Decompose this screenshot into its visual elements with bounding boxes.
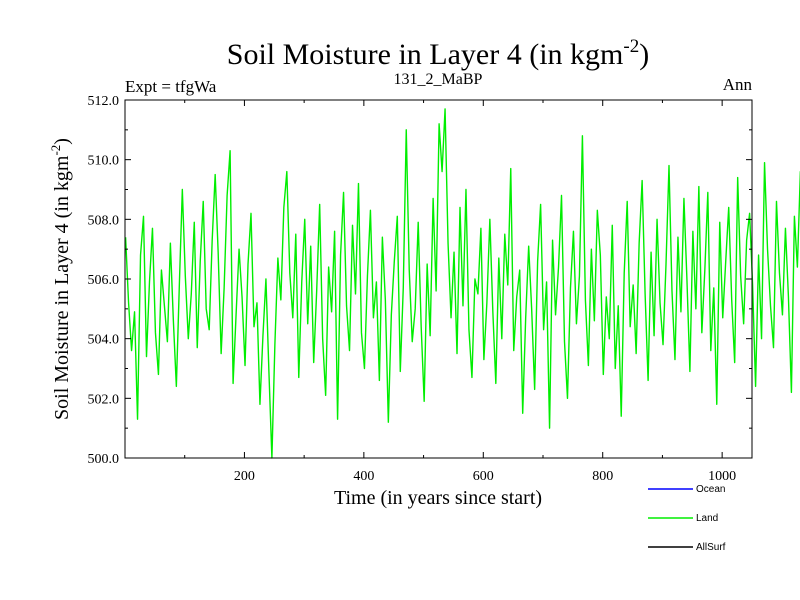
y-tick-label: 502.0 (88, 392, 120, 407)
chart-title-end: ) (639, 38, 649, 71)
y-tick-label: 510.0 (88, 154, 120, 169)
chart-title-main: Soil Moisture in Layer 4 (in kgm (227, 38, 624, 71)
y-tick-label: 504.0 (88, 333, 120, 348)
subtitle-left: Expt = tfgWa (125, 77, 217, 96)
series-line-land (124, 108, 800, 459)
legend: Ocean Land AllSurf (648, 484, 726, 553)
y-tick-label: 512.0 (88, 94, 120, 109)
x-tick-label: 800 (592, 469, 613, 484)
legend-label-land: Land (696, 513, 718, 524)
plot-lines (124, 108, 800, 459)
x-tick-label: 200 (234, 469, 255, 484)
y-axis-label: Soil Moisture in Layer 4 (in kgm-2) (48, 138, 73, 420)
y-axis-label-main: Soil Moisture in Layer 4 (in kgm (51, 155, 73, 420)
subtitle-right: Ann (723, 75, 753, 94)
x-axis-label: Time (in years since start) (334, 487, 542, 509)
subtitle-center: 131_2_MaBP (394, 71, 483, 88)
y-tick-label: 508.0 (88, 213, 120, 228)
x-tick-label: 1000 (708, 469, 736, 484)
chart-title-sup: -2 (623, 36, 639, 57)
x-tick-label: 600 (473, 469, 494, 484)
x-tick-label: 400 (353, 469, 374, 484)
legend-label-ocean: Ocean (696, 484, 725, 495)
axes: 500.0 502.0 504.0 506.0 508.0 510.0 512.0 200 40… (88, 94, 753, 484)
y-axis-label-end: ) (51, 138, 73, 145)
y-axis-label-sup: -2 (48, 145, 63, 156)
y-tick-label: 506.0 (88, 273, 120, 288)
legend-label-allsurf: AllSurf (696, 542, 726, 553)
y-tick-label: 500.0 (88, 452, 120, 467)
chart-title: Soil Moisture in Layer 4 (in kgm-2) (227, 36, 649, 71)
